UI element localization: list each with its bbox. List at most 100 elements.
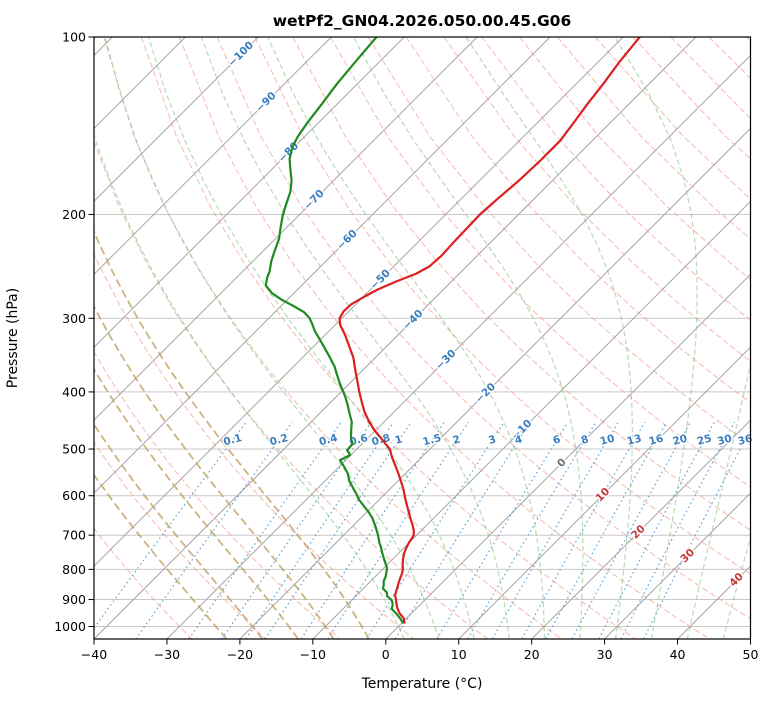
moist-adiabat xyxy=(147,37,475,639)
moist-adiabat-cold xyxy=(94,473,228,639)
mixing-ratio-labels: 0.1 0.2 0.4 0.6 0.8 1 1.5 2 3 4 6 8 10 13 16 20 25 30 36 xyxy=(221,431,755,450)
isotherm-gridlines xyxy=(94,37,751,639)
x-tick-label: −40 xyxy=(81,647,107,662)
x-tick-label: 50 xyxy=(743,647,759,662)
mixing-ratio-line xyxy=(394,421,531,639)
dry-adiabat xyxy=(405,37,751,404)
isotherm-line xyxy=(750,638,751,639)
isotherm-line xyxy=(531,419,751,639)
isotherm-line xyxy=(312,200,751,639)
y-tick-label: 500 xyxy=(62,442,86,457)
moist-adiabat xyxy=(200,37,510,639)
mixing-ratio-line xyxy=(94,421,247,629)
mixing-ratio-label: 1 xyxy=(394,433,404,446)
y-tick-label: 700 xyxy=(62,528,86,543)
isotherm-line xyxy=(94,37,697,639)
moist-adiabat-lines xyxy=(94,37,751,639)
moist-adiabat-cold xyxy=(94,229,370,639)
dry-adiabat xyxy=(632,37,751,160)
isotherm-line xyxy=(94,37,478,421)
isotherm-line xyxy=(94,37,624,567)
chart-title: wetPf2_GN04.2026.050.00.45.G06 xyxy=(273,12,572,30)
dry-adiabat xyxy=(292,37,751,531)
x-tick-label: 20 xyxy=(524,647,540,662)
x-axis-label: Temperature (°C) xyxy=(361,676,483,692)
x-tick-label: 30 xyxy=(597,647,613,662)
moist-adiabat xyxy=(614,37,698,639)
mixing-ratio-line xyxy=(571,421,691,639)
mixing-ratio-line xyxy=(300,421,445,639)
dry-adiabat xyxy=(443,37,751,362)
mixing-ratio-label: 25 xyxy=(696,433,713,448)
y-tick-label: 400 xyxy=(62,384,86,399)
moist-adiabat xyxy=(352,37,584,639)
moist-adiabat xyxy=(722,535,751,639)
sounding-profiles xyxy=(264,37,641,624)
mixing-ratio-label: 36 xyxy=(736,433,753,448)
isotherm-label: −100 xyxy=(226,39,256,69)
isotherm-line xyxy=(94,37,551,494)
isotherm-line xyxy=(239,127,751,639)
moist-adiabat xyxy=(104,37,440,639)
moist-adiabat xyxy=(94,133,405,639)
y-axis-label: Pressure (hPa) xyxy=(5,288,21,388)
mixing-ratio-line xyxy=(620,421,736,639)
dry-adiabat xyxy=(708,37,751,79)
mixing-ratio-label: 30 xyxy=(716,433,733,448)
dry-adiabat xyxy=(94,351,341,639)
isotherm-line xyxy=(94,37,259,203)
y-axis-ticks: 100 200 300 400 500 600 700 800 900 1000 xyxy=(54,30,94,634)
moist-adiabat xyxy=(465,37,634,639)
mixing-ratio-label: 0.2 xyxy=(268,432,289,448)
mixing-ratio-lines xyxy=(94,421,751,639)
isotherm-line xyxy=(94,37,332,276)
dry-adiabat xyxy=(94,140,489,639)
y-tick-label: 900 xyxy=(62,592,86,607)
y-tick-label: 300 xyxy=(62,311,86,326)
dry-adiabat xyxy=(254,37,751,575)
dry-adiabat xyxy=(519,37,751,281)
y-tick-label: 800 xyxy=(62,562,86,577)
mixing-ratio-line xyxy=(545,421,668,639)
dry-adiabat xyxy=(178,37,710,639)
isotherm-line xyxy=(458,346,751,639)
mixing-ratio-label: 0.4 xyxy=(318,432,339,448)
isotherm-line xyxy=(677,565,751,639)
x-tick-label: −30 xyxy=(154,647,180,662)
moist-adiabat-cold xyxy=(94,422,264,639)
dry-adiabat xyxy=(216,37,751,620)
x-tick-label: 0 xyxy=(382,647,390,662)
mixing-ratio-line xyxy=(264,421,412,639)
dry-adiabat xyxy=(103,37,563,639)
mixing-ratio-label: 16 xyxy=(647,433,664,448)
dry-adiabat xyxy=(140,37,636,639)
dry-adiabat xyxy=(94,441,267,639)
mixing-ratio-label: 20 xyxy=(671,433,688,448)
mixing-ratio-line xyxy=(135,421,293,639)
isotherm-line xyxy=(385,273,751,639)
mixing-ratio-line xyxy=(436,421,569,639)
mixing-ratio-label: 3 xyxy=(487,433,497,446)
isotherm-line xyxy=(604,492,751,639)
mixing-ratio-label: 13 xyxy=(626,433,643,448)
dry-adiabat xyxy=(94,252,415,639)
y-tick-label: 600 xyxy=(62,488,86,503)
moist-adiabat xyxy=(267,37,546,639)
dry-adiabat xyxy=(94,527,193,639)
temperature-profile xyxy=(338,37,641,624)
mixing-ratio-label: 8 xyxy=(580,433,590,446)
dry-adiabat xyxy=(330,37,751,488)
mixing-ratio-line xyxy=(521,421,646,639)
mixing-ratio-label: 1.5 xyxy=(421,432,442,448)
dry-adiabat xyxy=(367,37,751,446)
x-axis-ticks: −40 −30 −20 −10 0 10 20 30 40 50 xyxy=(81,639,759,662)
x-tick-label: −10 xyxy=(300,647,326,662)
dry-adiabat xyxy=(481,37,751,321)
mixing-ratio-line xyxy=(598,421,715,639)
x-tick-label: −20 xyxy=(227,647,253,662)
y-tick-label: 1000 xyxy=(54,619,86,634)
y-tick-label: 200 xyxy=(62,207,86,222)
